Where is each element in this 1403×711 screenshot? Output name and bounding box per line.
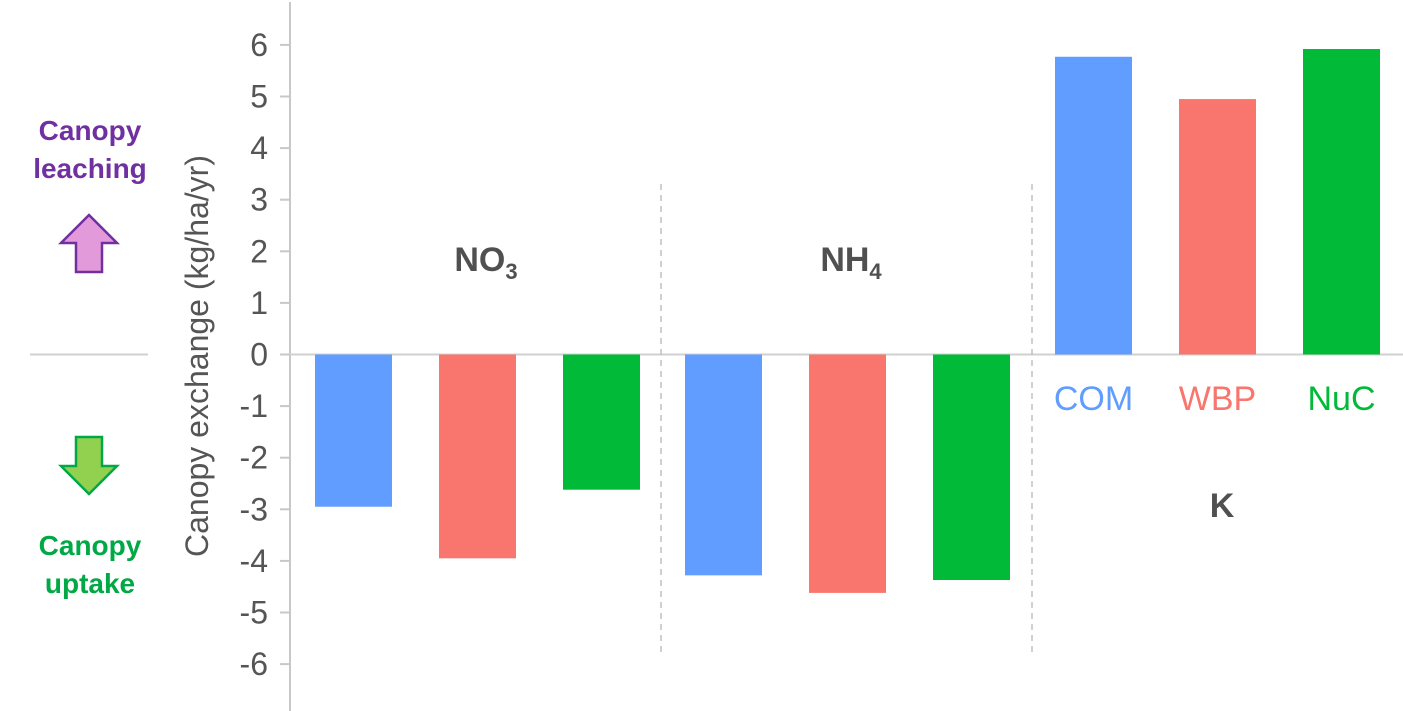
y-tick-label: -1 xyxy=(240,388,268,424)
series-label-wbp: WBP xyxy=(1179,380,1256,418)
y-tick-label: -6 xyxy=(240,646,268,682)
bar-nuc-k xyxy=(1303,49,1380,355)
y-axis-label: Canopy exchange (kg/ha/yr) xyxy=(179,155,215,557)
up-arrow-icon xyxy=(57,213,121,274)
bar-com-nh4 xyxy=(685,354,762,576)
series-label-nuc: NuC xyxy=(1307,380,1375,418)
y-tick-label: 4 xyxy=(250,130,268,166)
y-tick-label: -4 xyxy=(240,543,268,579)
canopy-leaching-label: Canopy leaching xyxy=(33,115,147,184)
y-tick-label: 5 xyxy=(250,79,268,115)
y-tick-label: 3 xyxy=(250,182,268,218)
group-label-nh4: NH4 xyxy=(820,241,882,284)
bar-com-no3 xyxy=(315,354,392,507)
y-tick-label: 0 xyxy=(250,337,268,373)
bar-nuc-nh4 xyxy=(933,354,1010,580)
down-arrow-icon xyxy=(57,435,121,496)
bar-com-k xyxy=(1055,56,1132,355)
y-tick-label: -5 xyxy=(240,595,268,631)
y-tick-label: 1 xyxy=(250,285,268,321)
group-label-k: K xyxy=(1210,487,1235,525)
bar-wbp-no3 xyxy=(439,354,516,559)
bar-wbp-k xyxy=(1179,99,1256,355)
bar-nuc-no3 xyxy=(563,354,640,490)
y-tick-label: 2 xyxy=(250,233,268,269)
canopy-uptake-label: Canopy uptake xyxy=(38,530,142,599)
y-tick-label: -2 xyxy=(240,440,268,476)
group-label-no3: NO3 xyxy=(454,241,517,284)
bar-wbp-nh4 xyxy=(809,354,886,593)
y-tick-label: 6 xyxy=(250,27,268,63)
y-tick-label: -3 xyxy=(240,491,268,527)
series-label-com: COM xyxy=(1054,380,1133,418)
